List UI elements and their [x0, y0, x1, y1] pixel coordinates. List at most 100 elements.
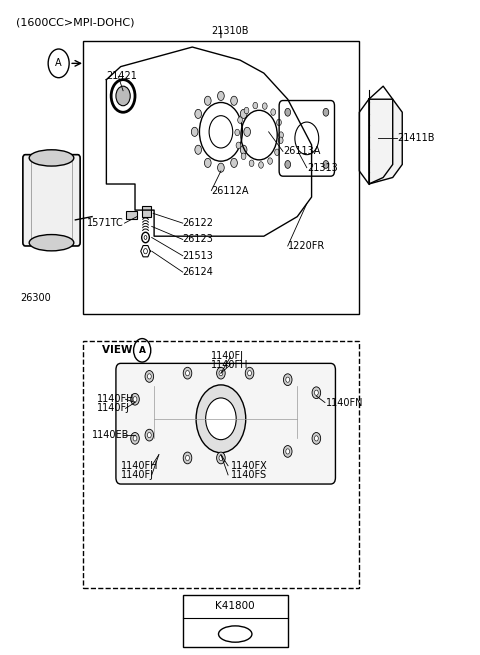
Circle shape — [147, 374, 151, 379]
Circle shape — [219, 455, 223, 460]
Text: 1140FH: 1140FH — [97, 394, 134, 404]
Text: 1140EB: 1140EB — [92, 430, 130, 440]
Text: A: A — [55, 58, 62, 68]
Circle shape — [216, 452, 225, 464]
Text: 26123: 26123 — [183, 234, 214, 244]
Text: 1140FJ: 1140FJ — [120, 470, 154, 480]
Circle shape — [285, 108, 290, 116]
Circle shape — [133, 436, 137, 441]
Circle shape — [204, 96, 211, 105]
Circle shape — [259, 162, 264, 168]
Bar — [83, 41, 360, 314]
Circle shape — [216, 367, 225, 379]
Circle shape — [276, 119, 281, 126]
Circle shape — [312, 387, 321, 399]
Circle shape — [186, 455, 190, 460]
Circle shape — [323, 108, 329, 116]
Circle shape — [323, 160, 329, 168]
Text: 26124: 26124 — [183, 267, 214, 277]
Circle shape — [195, 109, 202, 119]
Circle shape — [133, 397, 137, 402]
Circle shape — [231, 159, 238, 168]
Text: 21513: 21513 — [183, 251, 214, 261]
Circle shape — [286, 449, 289, 454]
Circle shape — [145, 429, 154, 441]
Text: 26112A: 26112A — [211, 185, 249, 196]
Circle shape — [144, 236, 147, 240]
Bar — [126, 212, 137, 219]
Circle shape — [312, 432, 321, 444]
Circle shape — [196, 385, 246, 453]
Text: 26113A: 26113A — [283, 147, 320, 157]
Text: (1600CC>MPI-DOHC): (1600CC>MPI-DOHC) — [16, 18, 134, 28]
Text: 1140FX: 1140FX — [230, 460, 267, 471]
Circle shape — [268, 158, 273, 164]
Circle shape — [314, 436, 318, 441]
Circle shape — [231, 96, 238, 105]
Circle shape — [147, 432, 151, 438]
Ellipse shape — [29, 234, 74, 251]
Circle shape — [183, 452, 192, 464]
Circle shape — [131, 394, 139, 405]
Circle shape — [314, 390, 318, 396]
Circle shape — [275, 149, 279, 156]
FancyBboxPatch shape — [23, 155, 80, 246]
Circle shape — [144, 249, 147, 253]
Text: K41800: K41800 — [216, 601, 255, 611]
Text: 21411B: 21411B — [397, 134, 435, 143]
Polygon shape — [369, 99, 402, 184]
Bar — [183, 595, 288, 647]
Text: 1571TC: 1571TC — [87, 218, 124, 228]
Text: 1140FN: 1140FN — [326, 398, 363, 407]
Circle shape — [192, 127, 198, 136]
Circle shape — [236, 142, 241, 149]
Text: 1140FH: 1140FH — [211, 360, 249, 369]
Circle shape — [278, 137, 283, 143]
Text: VIEW: VIEW — [102, 345, 136, 355]
Circle shape — [145, 371, 154, 383]
Circle shape — [285, 160, 290, 168]
Circle shape — [240, 145, 247, 155]
Circle shape — [205, 398, 236, 440]
Circle shape — [263, 103, 267, 109]
Text: 21421: 21421 — [107, 71, 137, 81]
Circle shape — [271, 109, 276, 115]
Circle shape — [245, 367, 254, 379]
Circle shape — [219, 371, 223, 376]
FancyBboxPatch shape — [116, 364, 336, 484]
Text: 1140FJ: 1140FJ — [211, 350, 244, 360]
Circle shape — [283, 445, 292, 457]
Circle shape — [248, 371, 252, 376]
Bar — [83, 341, 360, 588]
Circle shape — [235, 129, 240, 136]
Text: 26300: 26300 — [21, 293, 51, 303]
Text: 21313: 21313 — [307, 162, 337, 173]
Circle shape — [244, 107, 249, 114]
Circle shape — [116, 86, 130, 105]
Circle shape — [244, 127, 251, 136]
Circle shape — [283, 374, 292, 386]
Circle shape — [241, 153, 246, 160]
Circle shape — [240, 109, 247, 119]
Bar — [142, 206, 151, 217]
Text: 1140FJ: 1140FJ — [97, 403, 130, 413]
Text: 21310B: 21310B — [211, 26, 249, 36]
Text: 26122: 26122 — [183, 218, 214, 228]
Circle shape — [217, 163, 224, 172]
Circle shape — [131, 432, 139, 444]
Circle shape — [249, 160, 254, 166]
Text: 1140FH: 1140FH — [120, 460, 158, 471]
Circle shape — [286, 377, 289, 383]
Text: 1220FR: 1220FR — [288, 241, 325, 251]
Circle shape — [195, 145, 202, 155]
Ellipse shape — [29, 150, 74, 166]
Text: 1140FS: 1140FS — [230, 470, 266, 480]
Text: A: A — [139, 346, 145, 355]
Circle shape — [204, 159, 211, 168]
Circle shape — [238, 117, 242, 123]
Circle shape — [217, 92, 224, 100]
Circle shape — [186, 371, 190, 376]
Circle shape — [279, 132, 283, 138]
Circle shape — [253, 102, 258, 109]
Circle shape — [183, 367, 192, 379]
